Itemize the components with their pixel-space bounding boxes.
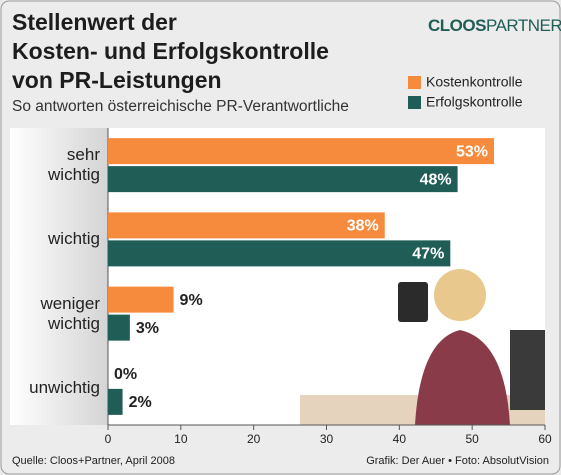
x-tick-label: 60: [538, 432, 552, 446]
x-tick-label: 0: [105, 432, 112, 446]
value-label: 3%: [136, 320, 159, 337]
legend-label: Kostenkontrolle: [426, 74, 523, 90]
y-tick-label: sehr wichtig: [48, 145, 100, 185]
logo-light: PARTNER: [485, 16, 561, 35]
value-label: 48%: [420, 171, 452, 188]
bar: [108, 138, 495, 165]
x-tick-label: 30: [320, 432, 334, 446]
x-tick-label: 50: [465, 432, 479, 446]
y-tick-label: wichtig: [48, 229, 100, 249]
legend-swatch: [408, 76, 421, 89]
credits: Grafik: Der Auer • Foto: AbsolutVision: [366, 455, 549, 467]
value-label: 0%: [114, 366, 137, 383]
value-label: 2%: [129, 394, 152, 411]
x-tick-label: 20: [247, 432, 261, 446]
logo-bold: CLOOS: [428, 16, 486, 35]
source: Quelle: Cloos+Partner, April 2008: [12, 455, 175, 467]
bar: [108, 212, 385, 239]
value-label: 38%: [347, 218, 379, 235]
bar: [108, 388, 123, 415]
bar: [108, 240, 451, 267]
chart-subtitle: So antworten österreichische PR-Verantwo…: [12, 98, 349, 115]
label-panel: [10, 128, 108, 425]
x-tick-label: 40: [393, 432, 407, 446]
value-label: 47%: [412, 246, 444, 263]
chart-title: Stellenwert der Kosten- und Erfolgskontr…: [12, 9, 329, 93]
value-label: 53%: [456, 143, 488, 160]
legend-swatch: [408, 96, 421, 109]
value-label: 9%: [180, 292, 203, 309]
bar: [108, 286, 174, 313]
bar: [108, 166, 458, 193]
photo: [300, 269, 545, 425]
y-tick-label: unwichtig: [29, 377, 100, 397]
x-tick-label: 10: [174, 432, 188, 446]
legend-label: Erfolgskontrolle: [426, 94, 523, 110]
y-tick-label: weniger wichtig: [40, 293, 100, 333]
logo: CLOOSPARTNER: [428, 16, 561, 36]
bar: [108, 314, 130, 341]
